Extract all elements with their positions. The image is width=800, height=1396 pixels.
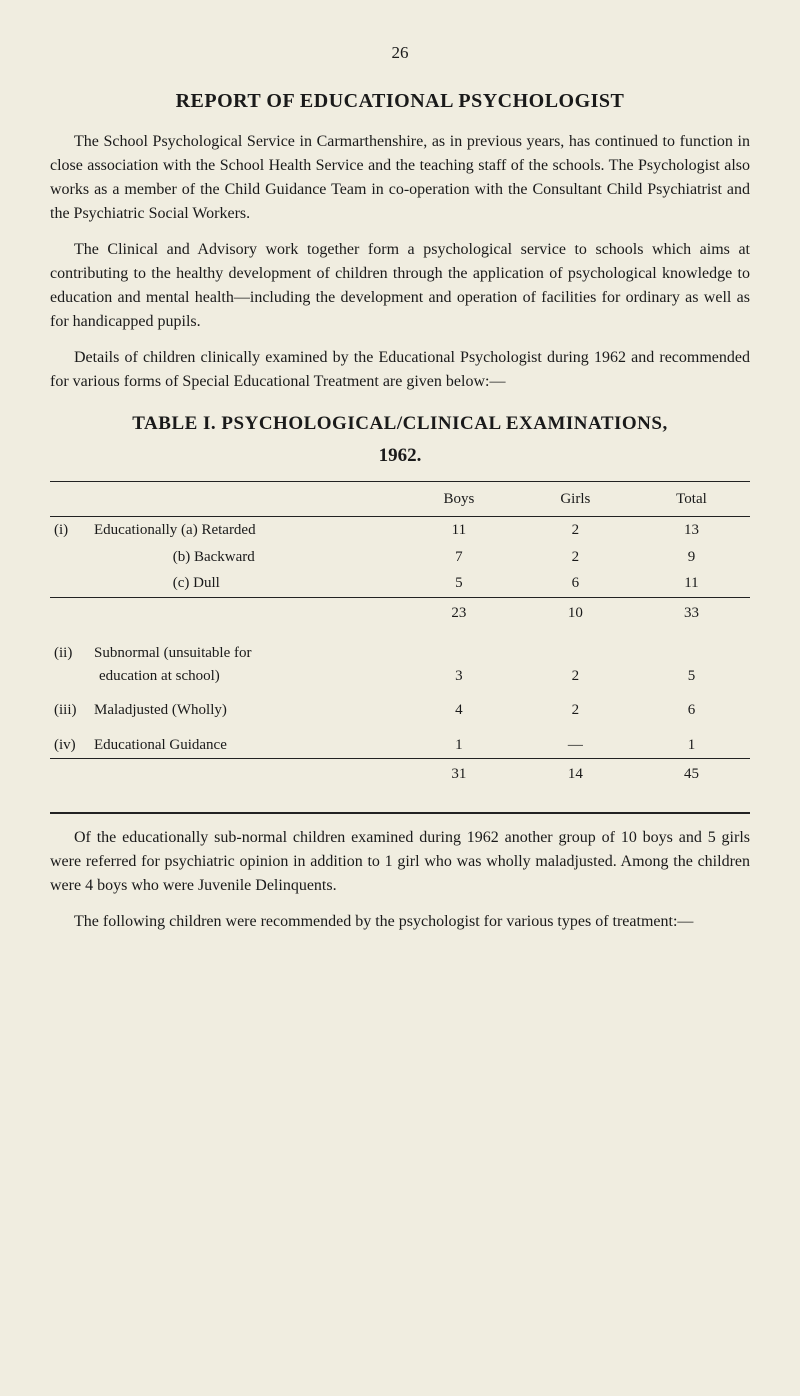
paragraph-1: The School Psychological Service in Carm… — [50, 130, 750, 226]
table-row: (iii)Maladjusted (Wholly) 4 2 6 — [50, 689, 750, 724]
table-row: (ii)Subnormal (unsuitable for education … — [50, 632, 750, 689]
table-row: (c) Dull 5 6 11 — [50, 570, 750, 597]
subtotal-row: 23 10 33 — [50, 597, 750, 632]
col-total: Total — [633, 481, 750, 517]
table-row: (i)Educationally (a) Retarded 11 2 13 — [50, 517, 750, 544]
table-year: 1962. — [50, 442, 750, 471]
paragraph-3: Details of children clinically examined … — [50, 346, 750, 394]
paragraph-2: The Clinical and Advisory work together … — [50, 238, 750, 334]
grand-total-row: 31 14 45 — [50, 759, 750, 788]
table-row: (iv)Educational Guidance 1 — 1 — [50, 724, 750, 759]
page-number: 26 — [50, 40, 750, 66]
table-title: TABLE I. PSYCHOLOGICAL/CLINICAL EXAMINAT… — [50, 410, 750, 439]
paragraph-5: The following children were recommended … — [50, 910, 750, 934]
paragraph-4: Of the educationally sub-normal children… — [50, 826, 750, 898]
table-row: (b) Backward 7 2 9 — [50, 544, 750, 571]
examinations-table: Boys Girls Total (i)Educationally (a) Re… — [50, 481, 750, 788]
table-wrapper: Boys Girls Total (i)Educationally (a) Re… — [50, 481, 750, 814]
col-girls: Girls — [518, 481, 633, 517]
col-boys: Boys — [400, 481, 518, 517]
report-title: REPORT OF EDUCATIONAL PSYCHOLOGIST — [50, 86, 750, 116]
